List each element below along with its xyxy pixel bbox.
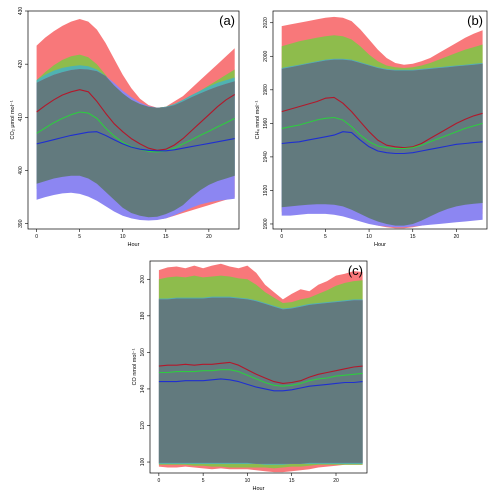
y-tick-label: 2000 [263, 50, 269, 61]
x-tick-label: 15 [163, 234, 169, 240]
green-mean-line [281, 116, 483, 150]
red-mean-line [36, 89, 235, 151]
y-tick-label: 160 [140, 348, 146, 357]
x-axis-label: Hour [253, 486, 265, 492]
y-axis-label: CO₂ μmol mol⁻¹ [10, 100, 16, 139]
plot-frame [272, 10, 488, 230]
x-tick-label: 15 [289, 478, 295, 484]
plot-area [36, 19, 235, 221]
y-tick-label: 1900 [263, 218, 269, 229]
x-tick-label: 15 [410, 234, 416, 240]
x-tick-label: 10 [366, 234, 372, 240]
blue-mean-line [158, 378, 363, 392]
plot-frame [149, 260, 368, 474]
panel-c: 0 5 10 15 20 100 120 140 160 180 200 Hour CO nmol mo… [132, 260, 368, 492]
panel-label: (c) [348, 263, 363, 278]
x-tick-label: 0 [157, 478, 160, 484]
y-tick-label: 140 [140, 385, 146, 394]
y-tick-label: 400 [18, 166, 24, 175]
x-tick-label: 10 [245, 478, 251, 484]
x-tick-label: 5 [202, 478, 205, 484]
x-tick-label: 0 [280, 234, 283, 240]
blue-mean-line [36, 131, 235, 152]
y-tick-label: 180 [140, 311, 146, 320]
y-tick-label: 410 [18, 113, 24, 122]
y-tick-label: 1940 [263, 151, 269, 162]
y-tick-label: 1960 [263, 118, 269, 129]
x-tick-label: 0 [35, 234, 38, 240]
x-tick-label: 5 [78, 234, 81, 240]
x-tick-label: 20 [333, 478, 339, 484]
x-tick-label: 20 [454, 234, 460, 240]
y-axis-label: CH₄ nmol mol⁻¹ [255, 100, 261, 139]
y-tick-label: 120 [140, 421, 146, 430]
y-tick-label: 1920 [263, 185, 269, 196]
red-mean-line [158, 361, 363, 384]
plot-area [158, 263, 363, 473]
x-tick-label: 10 [120, 234, 126, 240]
y-tick-label: 100 [140, 458, 146, 467]
panel-a: 0 5 10 15 20 390 400 410 420 430 Hour CO₂ μmol mol⁻… [10, 7, 240, 248]
blue-mean-line [281, 131, 483, 155]
overlap-band [36, 69, 235, 218]
y-tick-label: 420 [18, 60, 24, 69]
plot-frame [27, 10, 240, 230]
x-axis-label: Hour [374, 242, 386, 248]
y-tick-label: 200 [140, 275, 146, 284]
y-tick-label: 430 [18, 7, 24, 16]
x-tick-label: 20 [206, 234, 212, 240]
y-tick-label: 1980 [263, 84, 269, 95]
panel-b: 0 5 10 15 20 1900 1920 1940 1960 1980 2000 2020 Hour… [255, 10, 488, 248]
y-tick-label: 390 [18, 219, 24, 228]
x-tick-label: 5 [324, 234, 327, 240]
panel-label: (a) [219, 13, 235, 28]
plot-area [281, 16, 483, 229]
x-axis-label: Hour [128, 242, 140, 248]
green-mean-line [158, 369, 363, 387]
panel-label: (b) [467, 13, 483, 28]
y-tick-label: 2020 [263, 17, 269, 28]
red-mean-line [281, 96, 483, 149]
y-axis-label: CO nmol mol⁻¹ [132, 348, 138, 385]
